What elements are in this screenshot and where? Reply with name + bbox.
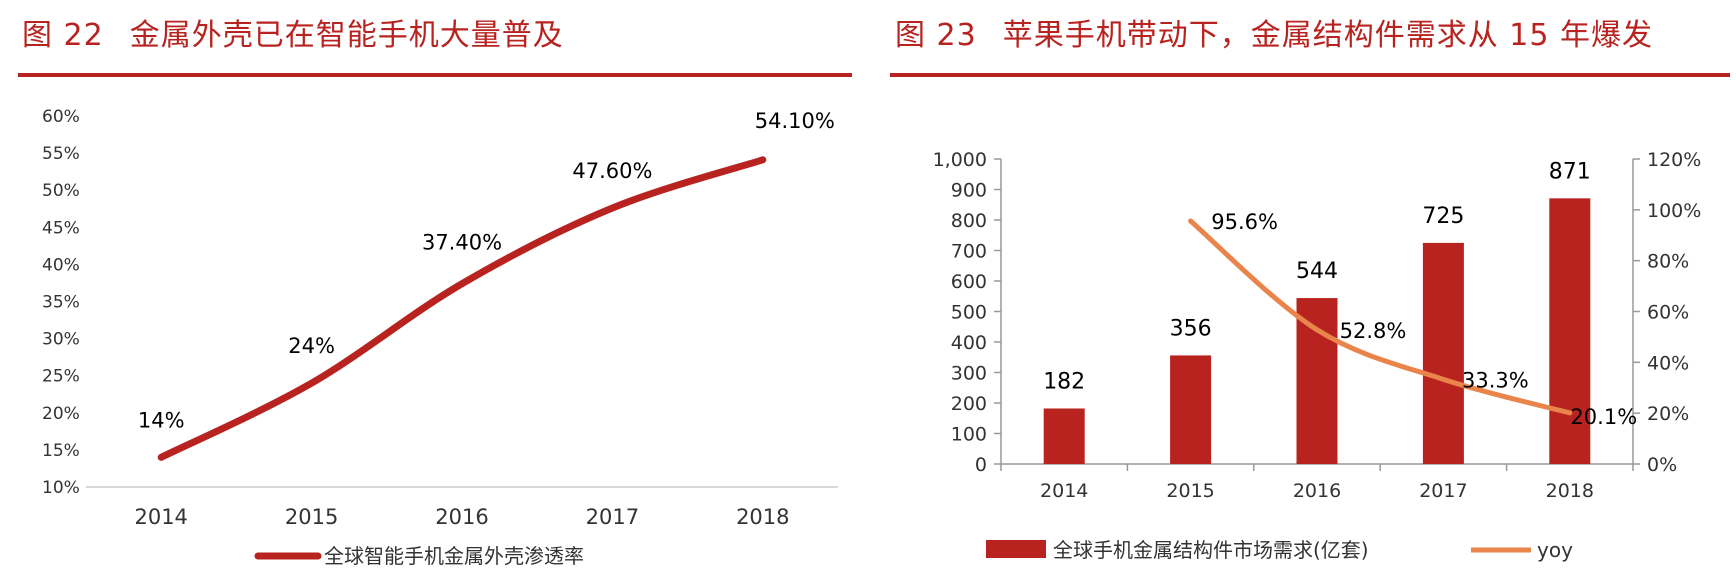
right-y-tick-label: 40% xyxy=(1647,352,1689,374)
y-tick-label: 15% xyxy=(42,441,80,461)
x-tick-label: 2017 xyxy=(1419,480,1467,502)
left-y-tick-label: 900 xyxy=(951,180,987,202)
penetration-line-chart: 10% 15% 20% 25% 30% 35% 40% 45% 50% 55% 60% 2014 201… xyxy=(42,107,838,568)
right-y-tick-label: 60% xyxy=(1647,302,1689,324)
y-tick-label: 30% xyxy=(42,330,80,350)
right-y-tick-label: 20% xyxy=(1647,403,1689,425)
x-tick-label: 2017 xyxy=(586,505,639,529)
metal-structure-demand-chart: 0 100 200 300 400 500 600 700 800 900 1,000 0% 20% 40… xyxy=(933,149,1702,562)
figure-22-title: 图 22 金属外壳已在智能手机大量普及 xyxy=(22,10,564,54)
data-label: 47.60% xyxy=(572,159,652,183)
data-label: 14% xyxy=(138,408,185,432)
yoy-data-label: 52.8% xyxy=(1340,319,1407,343)
figure-22-panel: 图 22 金属外壳已在智能手机大量普及 10% 15% 20% 25% 30% 35% 40%… xyxy=(0,0,860,588)
x-tick-label: 2015 xyxy=(1166,480,1214,502)
data-label: 24% xyxy=(288,334,335,358)
y-tick-label: 60% xyxy=(42,107,80,127)
bar-data-label: 725 xyxy=(1422,204,1464,229)
figure-23-title-text: 苹果手机带动下，金属结构件需求从 15 年爆发 xyxy=(1002,18,1653,53)
x-tick-label: 2018 xyxy=(1546,480,1594,502)
legend-yoy-label: yoy xyxy=(1537,538,1573,562)
data-label: 54.10% xyxy=(755,109,835,133)
bar-data-label: 356 xyxy=(1170,316,1212,341)
figure-23-title: 图 23 苹果手机带动下，金属结构件需求从 15 年爆发 xyxy=(895,10,1653,54)
left-y-tick-label: 0 xyxy=(975,454,987,476)
bar-data-label: 182 xyxy=(1043,369,1085,394)
left-y-tick-label: 800 xyxy=(951,210,987,232)
legend-label: 全球智能手机金属外壳渗透率 xyxy=(324,544,584,568)
x-tick-label: 2015 xyxy=(285,505,338,529)
demand-bar xyxy=(1043,408,1085,464)
left-y-tick-label: 500 xyxy=(951,302,987,324)
y-tick-label: 10% xyxy=(42,478,80,498)
yoy-data-label: 20.1% xyxy=(1570,405,1637,429)
left-y-tick-label: 1,000 xyxy=(933,149,987,171)
y-tick-label: 25% xyxy=(42,367,80,387)
demand-bar xyxy=(1296,298,1338,464)
left-y-tick-label: 200 xyxy=(951,393,987,415)
yoy-data-label: 95.6% xyxy=(1211,210,1278,234)
y-tick-label: 20% xyxy=(42,404,80,424)
figure-22-number: 图 22 xyxy=(22,18,104,53)
right-y-tick-label: 120% xyxy=(1647,149,1701,171)
demand-bar xyxy=(1549,198,1591,464)
right-y-tick-label: 0% xyxy=(1647,454,1677,476)
figure-22-title-text: 金属外壳已在智能手机大量普及 xyxy=(129,18,564,53)
demand-bar xyxy=(1170,355,1212,464)
y-tick-label: 50% xyxy=(42,181,80,201)
left-y-tick-label: 700 xyxy=(951,241,987,263)
left-y-tick-label: 300 xyxy=(951,363,987,385)
figure-23-number: 图 23 xyxy=(895,18,977,53)
y-tick-label: 40% xyxy=(42,255,80,275)
demand-bar xyxy=(1422,242,1464,464)
right-y-tick-label: 80% xyxy=(1647,251,1689,273)
yoy-series-line xyxy=(1188,218,1573,416)
penetration-series-line xyxy=(157,156,767,461)
data-label: 37.40% xyxy=(422,231,502,255)
legend-bar-swatch xyxy=(986,540,1046,558)
bar-data-label: 544 xyxy=(1296,259,1338,284)
left-y-tick-label: 600 xyxy=(951,271,987,293)
bar-data-label: 871 xyxy=(1549,159,1591,184)
right-y-tick-label: 100% xyxy=(1647,200,1701,222)
x-tick-label: 2016 xyxy=(1293,480,1341,502)
figure-23-title-rule xyxy=(890,73,1730,77)
figure-22-title-rule xyxy=(18,73,852,77)
legend-bar-label: 全球手机金属结构件市场需求(亿套) xyxy=(1053,538,1369,562)
y-tick-label: 45% xyxy=(42,218,80,238)
x-tick-label: 2016 xyxy=(435,505,488,529)
yoy-data-label: 33.3% xyxy=(1462,368,1529,392)
x-tick-label: 2014 xyxy=(1040,480,1088,502)
y-tick-label: 55% xyxy=(42,144,80,164)
x-tick-label: 2014 xyxy=(134,505,187,529)
left-y-tick-label: 100 xyxy=(951,424,987,446)
x-tick-label: 2018 xyxy=(736,505,789,529)
left-y-tick-label: 400 xyxy=(951,332,987,354)
figure-23-panel: 图 23 苹果手机带动下，金属结构件需求从 15 年爆发 0 100 200 300 40… xyxy=(885,0,1736,588)
y-tick-label: 35% xyxy=(42,293,80,313)
